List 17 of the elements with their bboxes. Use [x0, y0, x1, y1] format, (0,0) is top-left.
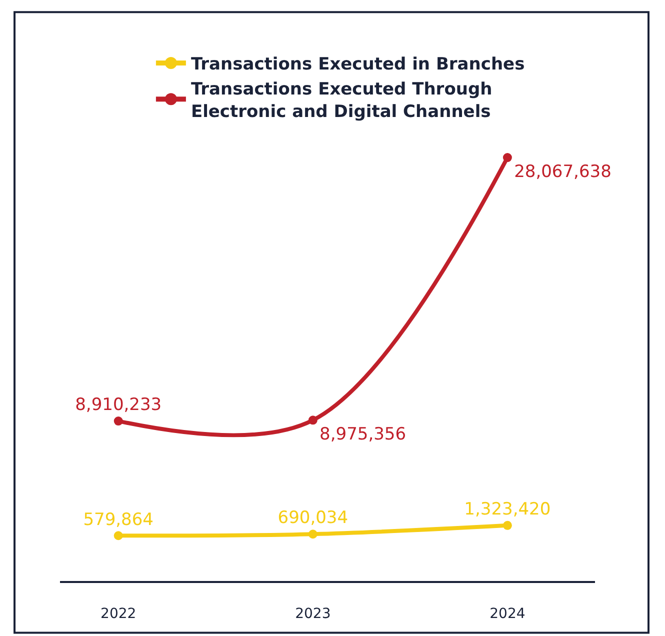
data-label: 8,975,356: [320, 424, 406, 445]
point: [114, 531, 123, 540]
point: [308, 416, 318, 425]
legend-label: Transactions Executed in Branches: [190, 54, 525, 75]
data-label: 8,910,233: [75, 395, 162, 416]
x-tick-label: 2022: [100, 606, 136, 622]
point: [308, 530, 318, 539]
data-label: 579,864: [83, 510, 154, 530]
x-tick-label: 2024: [490, 606, 526, 622]
data-label: 690,034: [278, 508, 348, 528]
point: [502, 153, 512, 162]
data-label: 1,323,420: [464, 500, 551, 520]
data-label: 28,067,638: [514, 162, 612, 182]
point: [502, 520, 512, 530]
x-tick-label: 2023: [295, 606, 331, 622]
legend-label: Transactions Executed Through Electronic and Digital Channels: [190, 80, 492, 122]
point: [114, 416, 123, 426]
